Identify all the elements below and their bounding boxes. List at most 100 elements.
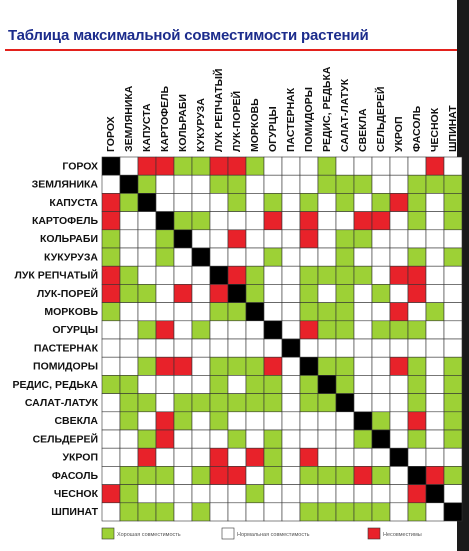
cell [101, 265, 121, 285]
cell [245, 411, 265, 431]
cell [407, 447, 427, 467]
cell [281, 393, 301, 413]
cell [173, 247, 193, 267]
cell [281, 375, 301, 394]
cell [191, 484, 211, 504]
cell [443, 484, 463, 504]
cell [353, 502, 373, 522]
cell [191, 375, 211, 394]
row-label: СВЕКЛА [54, 415, 98, 427]
row-label: РЕДИС, РЕДЬКА [13, 379, 99, 391]
cell [317, 393, 337, 413]
cell [209, 429, 229, 449]
cell [209, 411, 229, 431]
cell [299, 211, 319, 231]
cell [263, 356, 283, 376]
cell [299, 447, 319, 467]
cell [245, 466, 265, 485]
cell [191, 193, 211, 212]
cell [425, 302, 445, 322]
cell [443, 338, 463, 358]
cell [281, 447, 301, 467]
cell [155, 302, 175, 322]
cell [191, 211, 211, 231]
column-label: КАПУСТА [141, 103, 153, 152]
cell [443, 302, 463, 322]
cell [353, 466, 373, 485]
cell [155, 393, 175, 413]
cell [407, 193, 427, 212]
column-label: УКРОП [393, 116, 405, 152]
row-label: ЛУК РЕПЧАТЫЙ [15, 269, 98, 282]
cell [371, 375, 391, 394]
cell [137, 174, 157, 194]
cell [137, 502, 157, 522]
cell [299, 156, 319, 176]
cell [155, 174, 175, 194]
cell [335, 265, 355, 285]
cell [299, 320, 319, 340]
cell [155, 284, 175, 303]
cell [353, 320, 373, 340]
column-label: СЕЛЬДЕРЕЙ [374, 87, 387, 152]
row-label: ГОРОХ [62, 160, 98, 172]
cell [443, 156, 463, 176]
cell [425, 484, 445, 504]
cell [407, 229, 427, 249]
cell [263, 447, 283, 467]
cell [371, 211, 391, 231]
cell [263, 411, 283, 431]
cell [317, 247, 337, 267]
cell [209, 356, 229, 376]
cell [119, 502, 139, 522]
column-label: ПОМИДОРЫ [303, 87, 315, 152]
cell [101, 193, 121, 212]
cell [335, 466, 355, 485]
cell [353, 356, 373, 376]
cell [389, 429, 409, 449]
cell [245, 502, 265, 522]
row-label: УКРОП [62, 452, 98, 464]
cell [155, 484, 175, 504]
cell [407, 466, 427, 485]
cell [281, 174, 301, 194]
cell [335, 229, 355, 249]
cell [209, 284, 229, 303]
cell [299, 429, 319, 449]
cell [425, 466, 445, 485]
cell [353, 247, 373, 267]
cell [209, 302, 229, 322]
cell [299, 247, 319, 267]
cell [299, 193, 319, 212]
cell [317, 320, 337, 340]
cell [281, 211, 301, 231]
column-label: ПАСТЕРНАК [285, 87, 297, 152]
cell [155, 447, 175, 467]
cell [209, 193, 229, 212]
cell [155, 429, 175, 449]
cell [353, 429, 373, 449]
cell [209, 393, 229, 413]
cell [173, 174, 193, 194]
column-label: ЛУК РЕПЧАТЫЙ [212, 69, 225, 152]
cell [173, 211, 193, 231]
cell [101, 502, 121, 522]
cell [119, 247, 139, 267]
legend-swatch-normal [221, 527, 235, 540]
cell [425, 447, 445, 467]
cell [173, 466, 193, 485]
column-label: ОГУРЦЫ [267, 106, 279, 152]
row-label: ЗЕМЛЯНИКА [32, 179, 99, 191]
cell [119, 284, 139, 303]
cell [299, 375, 319, 394]
cell [155, 247, 175, 267]
cell [335, 502, 355, 522]
cell [443, 211, 463, 231]
cell [389, 502, 409, 522]
legend-label-bad: Несовместимы [383, 532, 422, 538]
cell [173, 502, 193, 522]
cell [137, 429, 157, 449]
cell [317, 338, 337, 358]
cell [137, 229, 157, 249]
cell [101, 229, 121, 249]
